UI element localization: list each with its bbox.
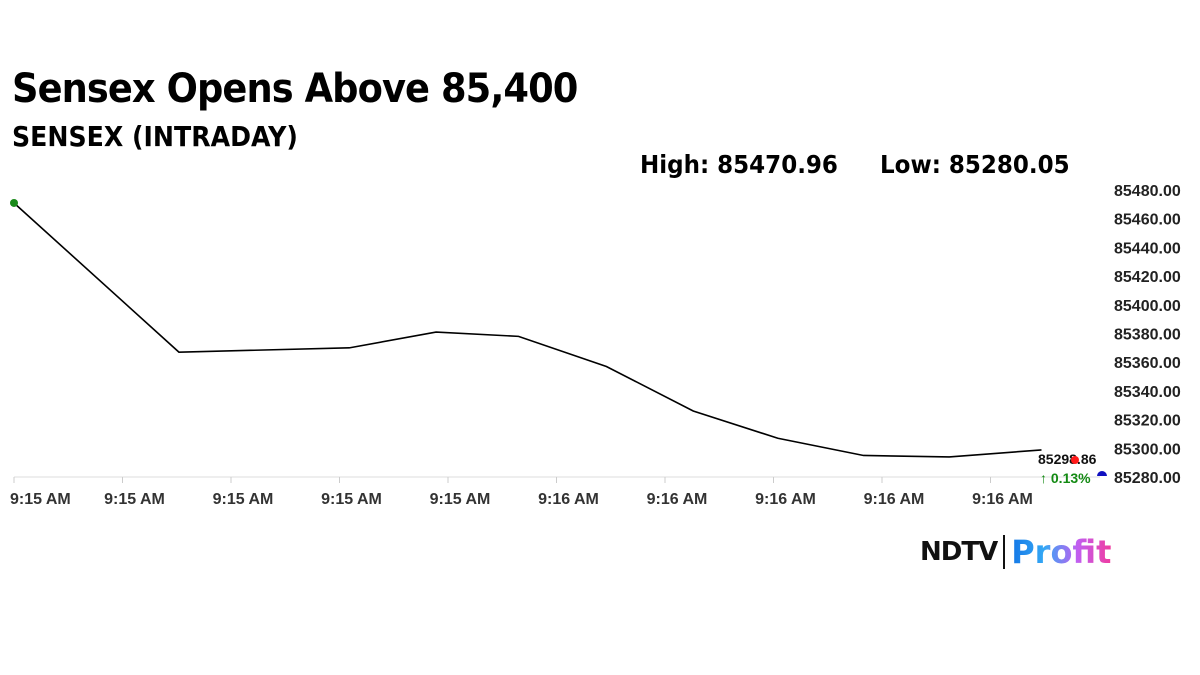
change-label: ↑ 0.13% [1040,470,1091,486]
prev-close-marker [1097,471,1107,476]
y-tick-label: 85480.00 [1114,183,1181,200]
x-tick-label: 9:15 AM [430,491,491,508]
y-tick-label: 85440.00 [1114,240,1181,257]
y-tick-label: 85360.00 [1114,355,1181,372]
price-line [13,202,1042,458]
high-value: High: 85470.96 [640,150,838,179]
x-tick-label: 9:16 AM [755,491,816,508]
x-tick-label: 9:15 AM [213,491,274,508]
x-tick-label: 9:15 AM [321,491,382,508]
x-tick-label: 9:16 AM [538,491,599,508]
x-tick-label: 9:16 AM [647,491,708,508]
page-title: Sensex Opens Above 85,400 [12,66,578,112]
logo-separator [1003,535,1006,569]
low-value: Low: 85280.05 [880,150,1070,179]
y-tick-label: 85400.00 [1114,298,1181,315]
logo-brand: NDTV [920,537,998,567]
x-tick-label: 9:16 AM [864,491,925,508]
x-tick-label: 9:16 AM [972,491,1033,508]
chart-subtitle: SENSEX (INTRADAY) [12,120,298,153]
ndtv-profit-logo: NDTV Profit [920,532,1111,572]
start-marker [10,198,18,207]
x-tick-label: 9:15 AM [104,491,165,508]
x-tick-label: 9:15 AM [10,491,71,508]
y-tick-label: 85340.00 [1114,384,1181,401]
y-tick-label: 85380.00 [1114,327,1181,344]
y-tick-label: 85320.00 [1114,413,1181,430]
y-tick-label: 85460.00 [1114,212,1181,229]
y-tick-label: 85300.00 [1114,441,1181,458]
logo-product: Profit [1011,533,1112,571]
last-marker [1071,456,1079,464]
last-value-label: 85298.86 [1038,451,1097,467]
y-tick-label: 85420.00 [1114,269,1181,286]
y-tick-label: 85280.00 [1114,470,1181,487]
